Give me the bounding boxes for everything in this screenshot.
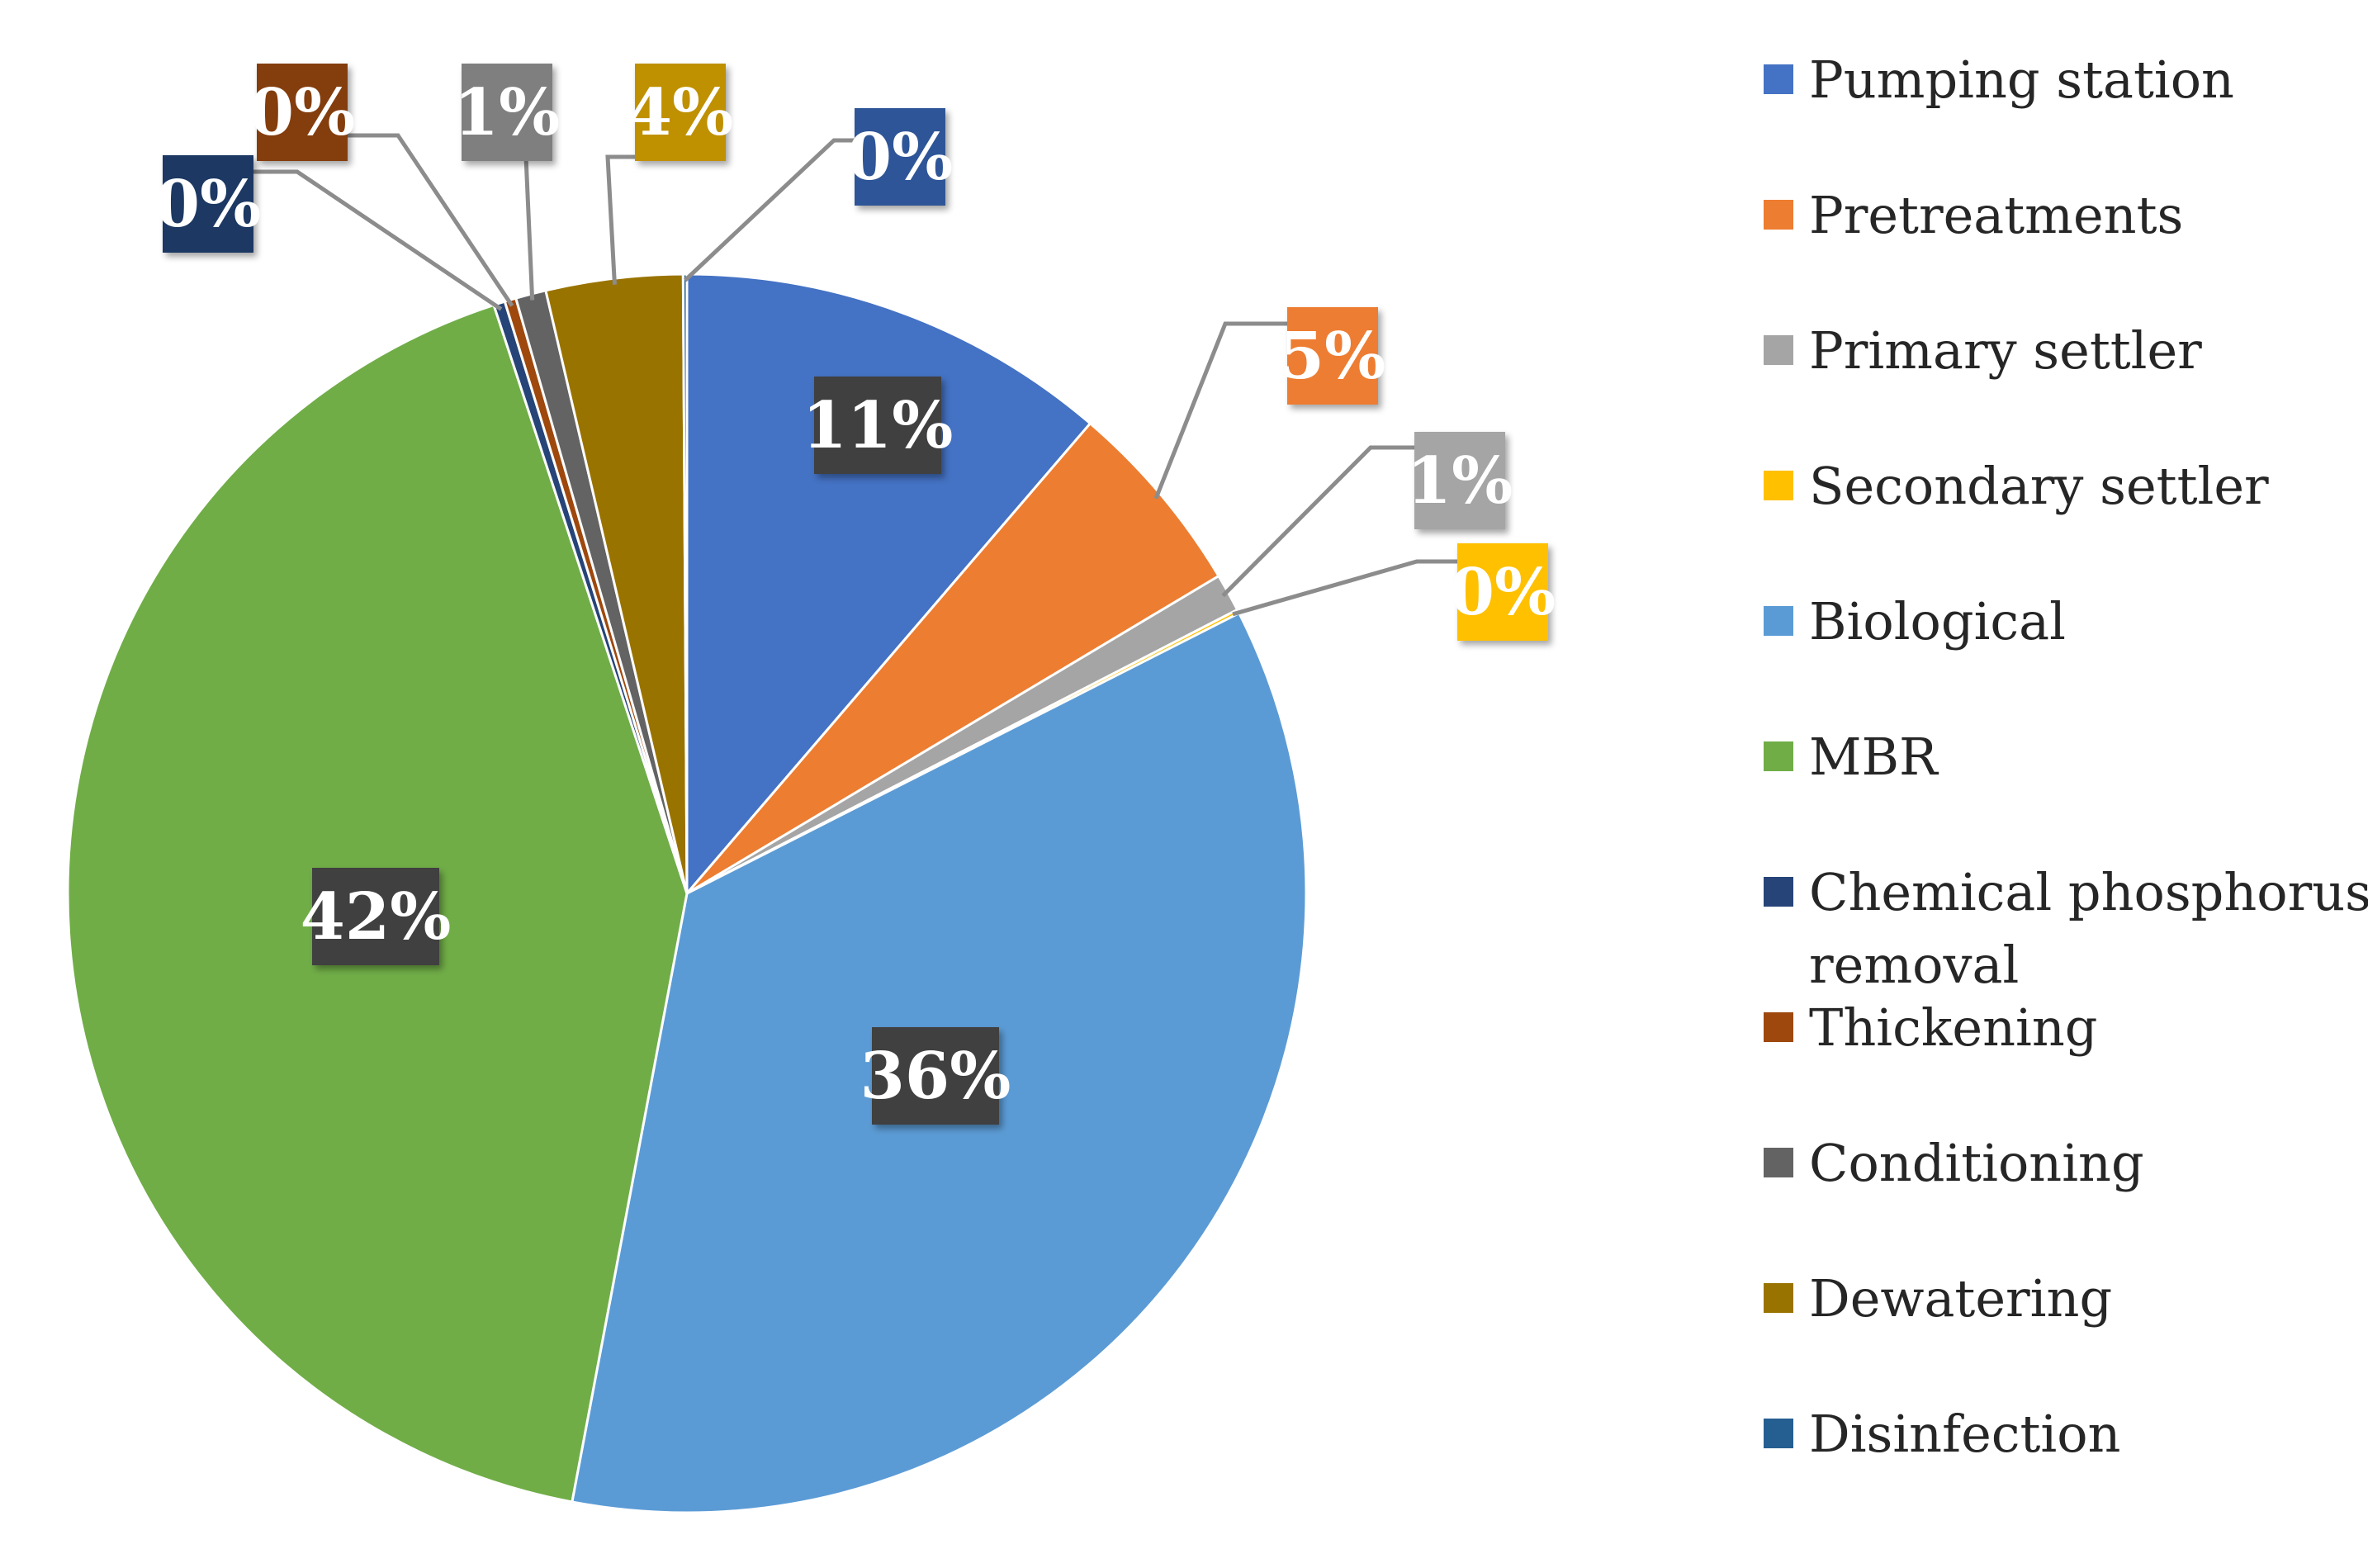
data-label-chemical-phosphorus-removal: 0%: [155, 155, 261, 253]
data-label-text: 0%: [847, 120, 953, 195]
pie-slice-disinfection: [681, 272, 689, 894]
legend-swatch: [1764, 335, 1793, 365]
data-label-text: 11%: [803, 388, 954, 463]
legend-swatch: [1764, 1283, 1793, 1313]
legend-label: Disinfection: [1809, 1404, 2120, 1464]
data-label-thickening: 0%: [249, 64, 355, 161]
data-label-text: 4%: [628, 75, 733, 150]
data-label-box: [1457, 543, 1548, 641]
pie-slices: [66, 272, 1308, 1514]
legend-swatch: [1764, 1012, 1793, 1042]
legend-item-dewatering: Dewatering: [1764, 1268, 2112, 1329]
legend-label: Conditioning: [1809, 1133, 2144, 1193]
data-label-text: 0%: [249, 75, 355, 150]
data-label-text: 0%: [155, 167, 261, 242]
leader-line-disinfection: [683, 138, 859, 282]
legend-swatch: [1764, 1148, 1793, 1177]
leader-line-secondary-settler: [1232, 559, 1461, 617]
data-label-box: [872, 1027, 999, 1125]
legend: Pumping station Pretreatments Primary sett…: [1764, 50, 2368, 1464]
data-label-pumping-station: 11%: [803, 377, 954, 474]
legend-item-thickening: Thickening: [1764, 997, 2097, 1058]
data-label-box: [312, 868, 439, 965]
legend-label: Pretreatments: [1809, 185, 2183, 245]
legend-item-biological: Biological: [1764, 591, 2066, 651]
leader-line-thickening: [343, 133, 514, 307]
legend-swatch: [1764, 200, 1793, 230]
legend-label: Biological: [1809, 591, 2066, 651]
data-label-box: [163, 155, 253, 253]
leader-line-conditioning: [523, 154, 548, 301]
legend-swatch: [1764, 64, 1793, 94]
legend-label: Chemical phosphorus removal: [1809, 862, 2368, 995]
legend-item-pumping-station: Pumping station: [1764, 50, 2234, 110]
leader-line-primary-settler: [1221, 445, 1418, 598]
data-label-text: 5%: [1280, 319, 1385, 394]
leader-line-chemical-phosphorus-removal: [249, 169, 503, 311]
data-label-disinfection: 0%: [847, 108, 953, 206]
data-label-box: [462, 64, 552, 161]
legend-item-secondary-settler: Secondary settler: [1764, 456, 2269, 516]
data-label-text: 1%: [454, 75, 560, 150]
legend-label: Thickening: [1809, 997, 2097, 1058]
pie-slice-pumping-station: [685, 272, 1092, 898]
legend-swatch: [1764, 741, 1793, 771]
legend-label: MBR: [1809, 727, 1939, 787]
data-label-text: 42%: [301, 879, 452, 955]
leader-line-pretreatments: [1153, 321, 1291, 500]
pie-slice-pretreatments: [685, 421, 1221, 895]
data-label-biological: 36%: [860, 1027, 1011, 1125]
legend-item-chemical-phosphorus-removal: Chemical phosphorus removal: [1764, 862, 2368, 995]
data-label-box: [814, 377, 941, 474]
data-label-text: 36%: [860, 1039, 1011, 1114]
legend-swatch: [1764, 471, 1793, 500]
legend-item-primary-settler: Primary settler: [1764, 320, 2202, 381]
leader-line-dewatering: [605, 154, 722, 285]
data-label-mbr: 42%: [301, 868, 452, 965]
data-label-text: 0%: [1450, 555, 1556, 630]
legend-swatch: [1764, 1419, 1793, 1448]
data-label-dewatering: 4%: [628, 64, 733, 161]
data-label-box: [257, 64, 348, 161]
legend-swatch: [1764, 877, 1793, 907]
legend-swatch: [1764, 606, 1793, 636]
legend-label: Pumping station: [1809, 50, 2234, 110]
legend-label: Primary settler: [1809, 320, 2202, 381]
data-label-primary-settler: 1%: [1407, 432, 1513, 529]
data-label-text: 1%: [1407, 443, 1513, 519]
data-label-conditioning: 1%: [454, 64, 560, 161]
data-label-box: [1414, 432, 1505, 529]
data-label-box: [635, 64, 726, 161]
legend-item-conditioning: Conditioning: [1764, 1133, 2144, 1193]
data-labels: 11% 5% 1% 0% 36% 42% 0% 0% 1% 4% 0%: [155, 64, 1556, 1125]
data-label-pretreatments: 5%: [1280, 307, 1385, 405]
data-label-secondary-settler: 0%: [1450, 543, 1556, 641]
legend-label: Dewatering: [1809, 1268, 2112, 1329]
data-label-box: [855, 108, 945, 206]
legend-item-mbr: MBR: [1764, 727, 1939, 787]
data-label-box: [1287, 307, 1378, 405]
legend-item-disinfection: Disinfection: [1764, 1404, 2120, 1464]
legend-label: Secondary settler: [1809, 456, 2269, 516]
legend-item-pretreatments: Pretreatments: [1764, 185, 2183, 245]
